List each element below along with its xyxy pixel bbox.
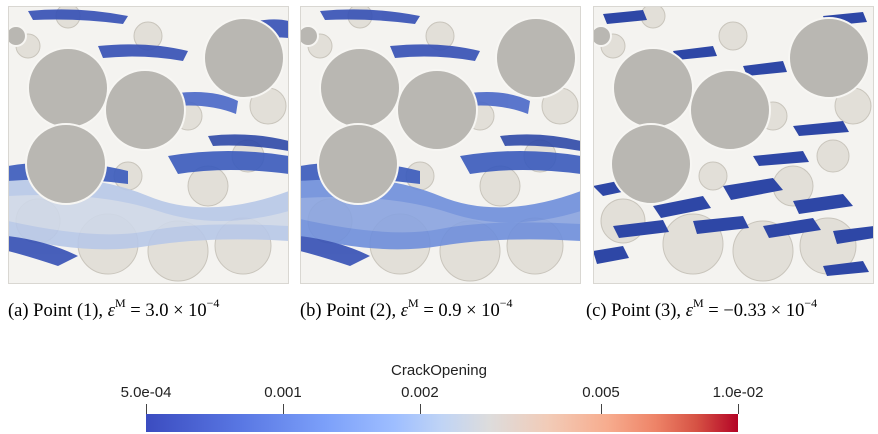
caption-times: × xyxy=(766,301,786,321)
caption-times: × xyxy=(168,301,189,321)
strain-symbol: ε xyxy=(107,301,115,321)
caption-relation: = xyxy=(418,301,439,321)
panel-a-rendering xyxy=(8,6,289,284)
inclusion-disks xyxy=(8,17,285,205)
panel-c-rendering xyxy=(593,6,874,284)
panel-b-rendering xyxy=(300,6,581,284)
colorbar-tick-label: 1.0e-02 xyxy=(712,384,764,401)
colorbar-tick-label: 5.0e-04 xyxy=(120,384,172,401)
caption-label: (b) xyxy=(300,301,322,321)
caption-label: (c) xyxy=(586,301,607,321)
caption-mantissa: 3.0 xyxy=(145,301,169,321)
colorbar-title: CrackOpening xyxy=(391,362,487,379)
colorbar-tick-mark xyxy=(601,404,602,414)
strain-superscript: M xyxy=(114,296,126,310)
caption-point: Point (2), xyxy=(326,301,397,321)
colorbar-tick-label: 0.005 xyxy=(582,384,620,401)
caption-relation: = xyxy=(125,301,146,321)
colorbar-tick-mark xyxy=(283,404,284,414)
strain-symbol: ε xyxy=(685,301,693,321)
colorbar-tick-mark xyxy=(146,404,147,414)
panel-a-image xyxy=(8,6,289,284)
caption-a: (a) Point (1), εM = 3.0 × 10−4 xyxy=(8,297,219,322)
caption-label: (a) xyxy=(8,301,29,321)
caption-base: 10 xyxy=(481,301,500,321)
panel-c-image xyxy=(593,6,874,284)
inclusion-disks xyxy=(300,17,577,205)
strain-superscript: M xyxy=(692,296,704,310)
panel-b-image xyxy=(300,6,581,284)
caption-relation: = xyxy=(703,301,724,321)
caption-point: Point (1), xyxy=(33,301,104,321)
caption-base: 10 xyxy=(785,301,805,321)
colorbar-tick-mark xyxy=(420,404,421,414)
caption-c: (c) Point (3), εM = −0.33 × 10−4 xyxy=(586,297,876,322)
strain-symbol: ε xyxy=(400,301,409,321)
colorbar-tick-label: 0.001 xyxy=(264,384,302,401)
inclusion-disks xyxy=(593,17,870,205)
caption-exponent: −4 xyxy=(804,296,818,310)
caption-mantissa: −0.33 xyxy=(723,301,767,321)
caption-mantissa: 0.9 xyxy=(438,301,462,321)
caption-exponent: −4 xyxy=(499,296,513,310)
caption-b: (b) Point (2), εM = 0.9 × 10−4 xyxy=(300,297,512,322)
caption-exponent: −4 xyxy=(206,296,220,310)
strain-superscript: M xyxy=(408,296,419,310)
caption-base: 10 xyxy=(188,301,207,321)
colorbar-tick-mark xyxy=(738,404,739,414)
colorbar-tick-label: 0.002 xyxy=(401,384,439,401)
caption-point: Point (3), xyxy=(611,301,682,321)
caption-times: × xyxy=(461,301,482,321)
colorbar-gradient xyxy=(146,414,738,432)
